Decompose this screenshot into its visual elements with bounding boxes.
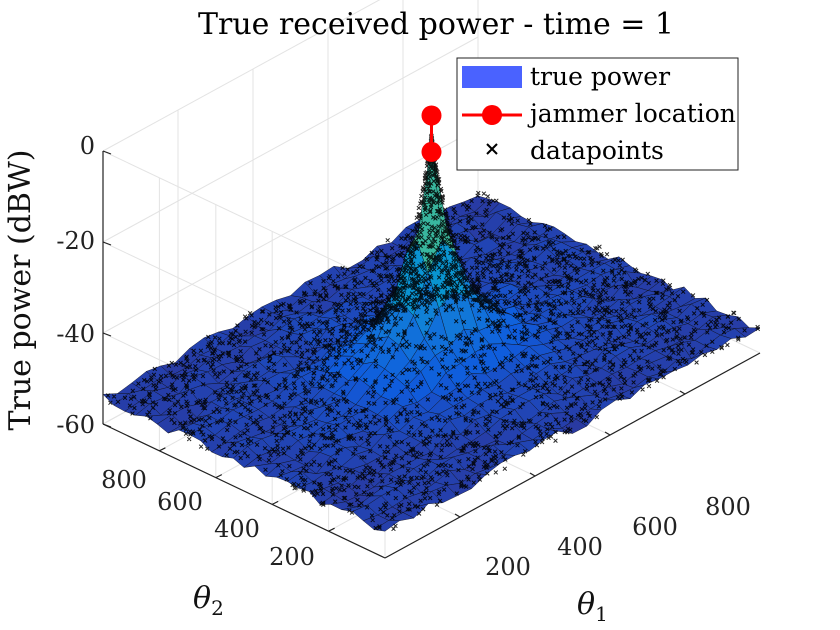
jammer-layer: [421, 105, 442, 162]
z-tick-mark: [102, 423, 112, 428]
legend-datapoint-marker: [486, 143, 498, 155]
legend-label-true-power: true power: [530, 62, 670, 91]
x-tick-mark: [454, 513, 461, 518]
z-axis-label: True power (dBW): [3, 149, 38, 430]
y-axis-line: [102, 423, 386, 559]
z-tick: -60: [56, 411, 95, 439]
x-axis-label: θ1: [577, 587, 608, 626]
grid-line: [102, 150, 386, 286]
grid-line: [102, 0, 381, 152]
jammer-marker-top: [421, 105, 442, 126]
legend-true-power-swatch: [462, 66, 522, 88]
y-tick-mark: [271, 500, 279, 505]
y-tick-mark: [215, 474, 223, 479]
x-tick-mark: [529, 472, 536, 477]
y-axis-label: θ2: [193, 581, 224, 620]
x-axis-line: [384, 352, 761, 559]
z-tick-mark: [102, 332, 112, 337]
datapoints-layer: [105, 133, 761, 532]
legend-label-datapoints: datapoints: [530, 136, 664, 165]
legend-label-jammer-location: jammer location: [527, 99, 736, 128]
x-tick-mark: [679, 390, 686, 395]
z-tick: -40: [56, 320, 95, 348]
axes-layer: [102, 150, 761, 559]
legend-jammer-marker: [482, 105, 502, 125]
datapoint-markers: [105, 133, 761, 532]
z-tick-mark: [102, 150, 112, 155]
grid-line: [102, 127, 479, 334]
y-tick-mark: [159, 447, 166, 452]
tick-layer: 0 -20 -40 -60 200 400 600 800 200 400 60…: [56, 132, 751, 581]
y-tick-mark: [328, 527, 335, 532]
x-tick-mark: [604, 431, 611, 436]
x-tick: 600: [632, 513, 678, 541]
x-tick: 400: [557, 533, 603, 561]
grid-line: [102, 36, 479, 243]
z-tick: -20: [56, 227, 95, 255]
y-tick: 800: [101, 466, 147, 494]
legend: true power jammer location datapoints: [456, 57, 739, 171]
y-tick: 400: [214, 515, 260, 543]
x-tick: 800: [705, 493, 751, 521]
z-tick-mark: [102, 241, 112, 246]
z-tick: 0: [80, 132, 95, 160]
y-tick: 200: [269, 543, 315, 571]
x-tick: 200: [485, 553, 531, 581]
jammer-marker-bottom: [421, 141, 442, 162]
chart-title: True received power - time = 1: [198, 7, 674, 42]
y-tick: 600: [157, 488, 203, 516]
